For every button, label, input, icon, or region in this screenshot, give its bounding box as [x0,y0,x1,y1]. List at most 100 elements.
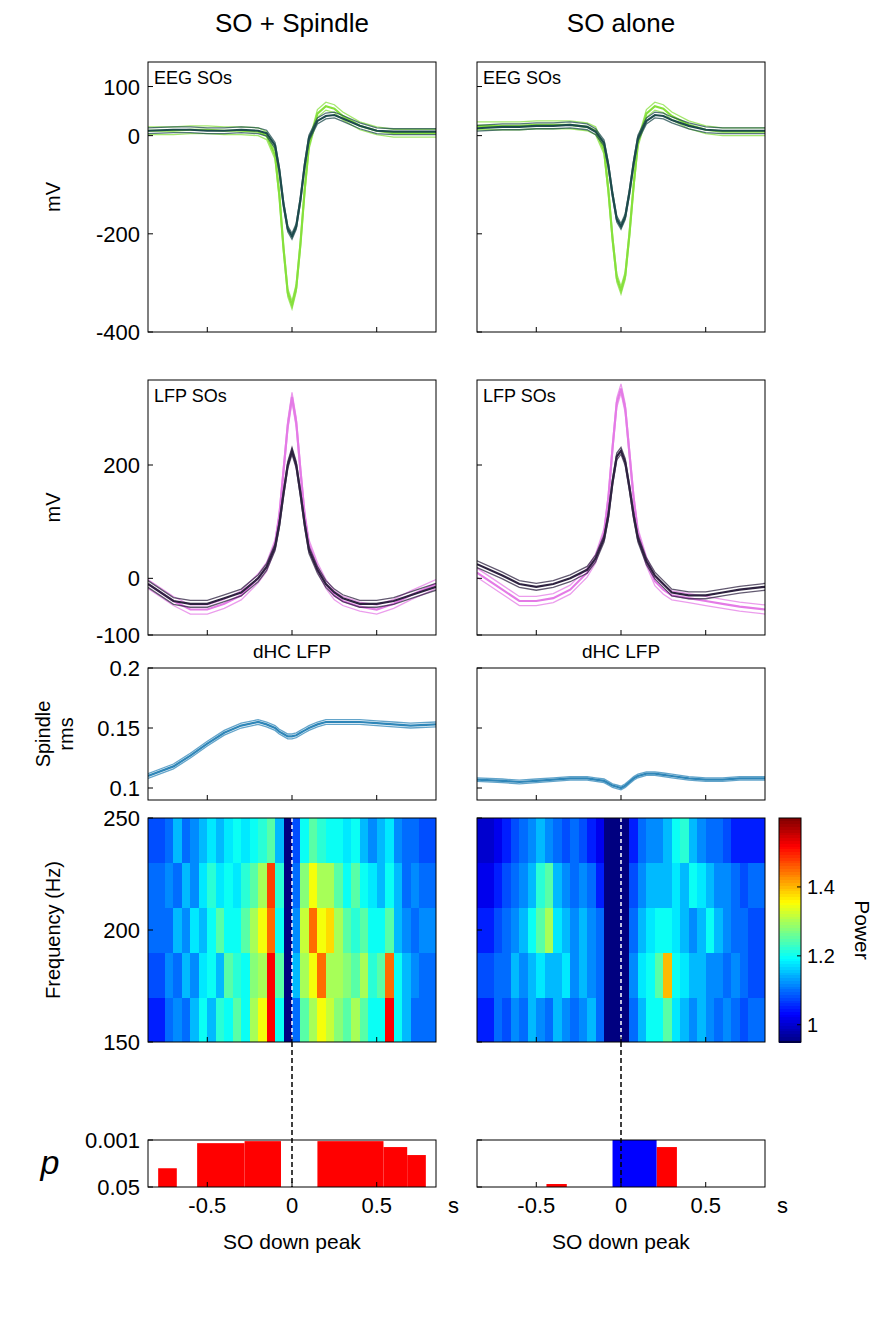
heatmap-cell [502,818,511,863]
mean-line [477,451,765,596]
heatmap-cell [757,997,765,1042]
frame [148,818,436,1042]
y-tick-label: -400 [96,320,140,345]
heatmap-cell [275,997,284,1042]
heatmap-cell [689,952,698,997]
heatmap-cell [394,908,403,953]
heatmap-cell [241,908,250,953]
heatmap-cell [165,818,174,863]
heatmap-cell [494,997,503,1042]
heatmap-cell [292,952,301,997]
y-axis-title: Frequency (Hz) [42,861,64,999]
y-tick-label: 0 [128,566,140,591]
heatmap-cell [545,908,554,953]
y-tick [477,668,482,669]
heatmap-cell [689,863,698,908]
heatmap-cell [494,908,503,953]
p-bar [407,1155,426,1187]
heatmap-cell [511,863,520,908]
heatmap-cell [326,997,335,1042]
heatmap-cell [334,952,343,997]
x-tick [292,327,293,332]
colorbar-tick [797,1024,801,1025]
heatmap-cell [706,952,715,997]
y-tick [148,135,153,136]
heatmap-cell [536,818,545,863]
heatmap-cell [638,908,647,953]
heatmap-cell [360,908,369,953]
heatmap-cell [502,952,511,997]
frame [148,668,436,800]
heatmap-cell [494,863,503,908]
heatmap-cell [655,997,664,1042]
heatmap-cell [494,818,503,863]
x-tick [376,327,377,332]
y-axis-title: p [40,1143,60,1181]
heatmap-cell [646,952,655,997]
heatmap-cell [519,952,528,997]
heatmap-cell [173,997,182,1042]
heatmap-cell [663,908,672,953]
frame [477,62,765,332]
heatmap-cell [267,818,276,863]
heatmap-cell [562,997,571,1042]
heatmap-cell [596,863,605,908]
heatmap-cell [317,997,326,1042]
heatmap-cell [740,908,749,953]
heatmap-cell [748,997,757,1042]
x-tick [705,327,706,332]
heatmap-cell [148,863,157,908]
heatmap-cell [587,863,596,908]
heatmap-cell [646,863,655,908]
heatmap-cell [351,818,360,863]
heatmap-cell [233,997,242,1042]
heatmap-cell [402,818,411,863]
x-tick [705,1182,706,1187]
heatmap-cell [309,952,318,997]
heatmap-cell [545,952,554,997]
heatmap-cell [714,863,723,908]
heatmap-cell [621,997,630,1042]
panel: LFP SOs [477,380,765,635]
y-tick [477,1140,482,1141]
frame [477,668,765,800]
heatmap-cell [697,863,706,908]
heatmap-cell [258,952,267,997]
mean-line [148,451,436,604]
error-band-line [148,720,436,774]
heatmap-cell [241,997,250,1042]
panel-subtitle: LFP SOs [154,386,227,406]
x-axis-title: SO down peak [223,1230,361,1253]
x-axis-title: SO down peak [552,1230,690,1253]
heatmap-cell [411,863,420,908]
heatmap-cell [216,818,225,863]
heatmap-cell [182,818,191,863]
p-bar [613,1140,657,1187]
x-tick [621,1182,622,1187]
heatmap-cell [621,818,630,863]
x-tick [376,795,377,800]
mean-line [477,115,765,226]
heatmap-cell [419,908,428,953]
heatmap-cell [241,818,250,863]
heatmap-cell [300,908,309,953]
heatmap-cell [655,908,664,953]
colorbar-tick-label: 1 [807,1014,818,1036]
heatmap-cell [604,997,613,1042]
y-tick [148,1187,153,1188]
heatmap-cell [502,863,511,908]
heatmap-cell [377,952,386,997]
heatmap-cell [757,818,765,863]
heatmap-cell [553,952,562,997]
heatmap-cell [267,952,276,997]
heatmap-cell [672,818,681,863]
error-band-line [148,110,436,309]
y-tick [477,86,482,87]
heatmap-cell [216,997,225,1042]
plot-area [477,818,765,1042]
heatmap-cell [596,997,605,1042]
mean-line [148,397,436,610]
heatmap-cell [697,952,706,997]
y-tick-label: 150 [103,1030,140,1055]
heatmap-cell [224,997,233,1042]
